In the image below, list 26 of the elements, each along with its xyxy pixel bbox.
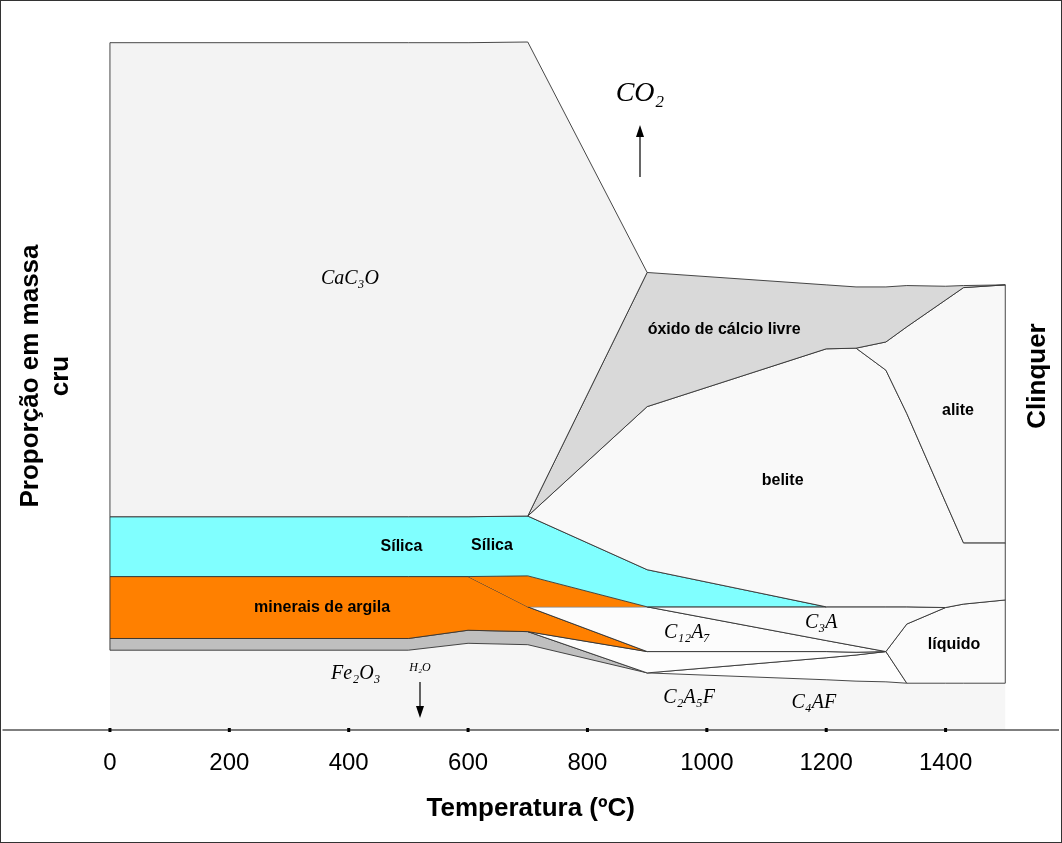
series-label: CaC₃O xyxy=(320,266,379,289)
x-axis-title: Temperatura (ºC) xyxy=(426,792,635,822)
series-label: óxido de cálcio livre xyxy=(647,320,801,338)
y2-axis-title: Clinquer xyxy=(1021,323,1052,429)
x-tick-label: 800 xyxy=(567,748,608,775)
annotation: H₂O xyxy=(408,659,432,674)
series-label: C₄AF xyxy=(791,689,837,712)
series-label: Fe₂O₃ xyxy=(330,660,381,683)
y-axis-title: Proporção em massa cru xyxy=(13,243,74,508)
annotation: CO₂ xyxy=(615,76,665,108)
series-label: minerais de argila xyxy=(254,597,391,615)
series-label: alite xyxy=(942,401,975,419)
x-tick-label: 200 xyxy=(209,748,250,775)
series-label: C₂A₅F xyxy=(663,685,716,708)
x-tick-label: 1200 xyxy=(799,748,853,775)
series-label: C₁₂A₇ xyxy=(663,619,711,642)
x-tick-label: 1000 xyxy=(680,748,734,775)
x-tick-label: 600 xyxy=(448,748,489,775)
annotation: Sílica xyxy=(471,536,513,554)
series-label: belite xyxy=(761,470,804,488)
series-label: C₃A xyxy=(804,609,839,632)
x-tick-label: 1400 xyxy=(918,748,973,775)
series-label: Sílica xyxy=(380,536,423,554)
series-label: líquido xyxy=(927,634,981,652)
x-tick-label: 0 xyxy=(103,748,117,775)
x-tick-label: 400 xyxy=(328,748,369,775)
